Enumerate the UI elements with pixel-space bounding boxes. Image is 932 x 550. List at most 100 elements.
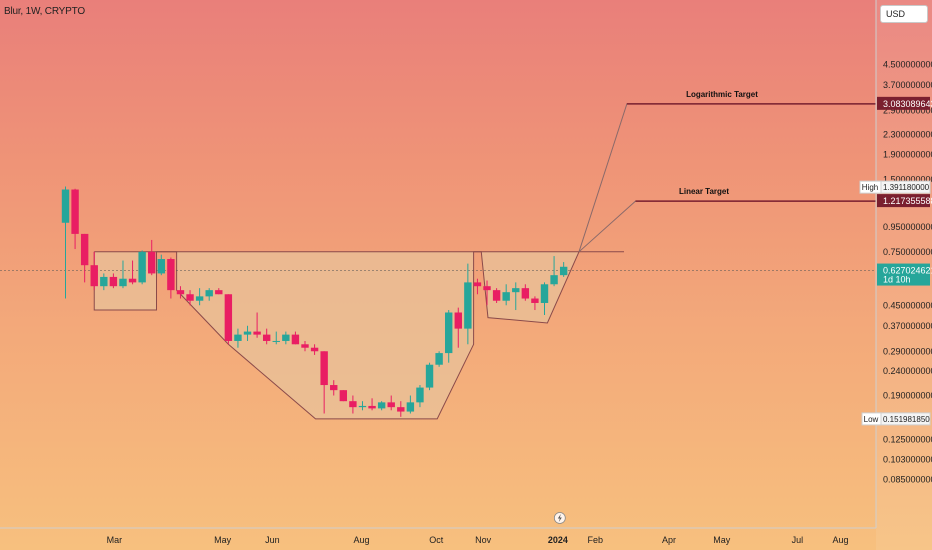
linear-target-path (578, 200, 876, 253)
cup-pattern-outline (93, 251, 580, 420)
candle-body (483, 286, 491, 291)
candle-body (224, 294, 233, 341)
candle-body (416, 387, 424, 403)
candle-body (176, 290, 185, 295)
candle-body (167, 259, 175, 291)
linear-target-tag: 1.217355588 (883, 196, 932, 206)
candle-body (397, 407, 405, 412)
candle-body (464, 282, 472, 329)
candle-body (512, 288, 520, 293)
candle-body (109, 276, 118, 287)
candle-body (186, 294, 194, 301)
x-tick-label: 2024 (548, 535, 568, 545)
log-target-tag-bg (877, 96, 930, 110)
high-label: High (862, 183, 878, 192)
currency-button[interactable]: USD (880, 5, 928, 23)
candle-body (406, 402, 415, 412)
y-tick-label: 0.125000000 (883, 434, 932, 444)
y-tick-label: 0.103000000 (883, 455, 932, 465)
candle-body (215, 290, 223, 295)
y-tick-label: 0.950000000 (883, 222, 932, 232)
x-tick-label: May (713, 535, 731, 545)
candle-body (90, 265, 98, 287)
x-tick-label: Jun (265, 535, 280, 545)
x-tick-label: Jul (792, 535, 804, 545)
candle-body (80, 233, 89, 266)
candle-body (540, 284, 549, 303)
candle-body (301, 344, 309, 348)
candle-body (291, 334, 300, 345)
low-label: Low (864, 415, 879, 424)
candle-body (387, 402, 395, 408)
candle-body (473, 282, 482, 287)
candle-body (205, 290, 213, 297)
candles-group (61, 186, 568, 417)
x-tick-label: Aug (833, 535, 849, 545)
candle-body (559, 266, 568, 276)
y-tick-label: 0.450000000 (883, 300, 932, 310)
candle-body (368, 405, 376, 409)
chart-title: Blur, 1W, CRYPTO (4, 6, 85, 17)
candle-body (377, 402, 386, 409)
y-tick-label: 0.085000000 (883, 475, 932, 485)
log-target-tag: 3.083089643 (883, 99, 932, 109)
candle-body (435, 353, 443, 365)
candle-body (61, 189, 70, 223)
candle-body (262, 334, 271, 341)
log-target-path (578, 103, 876, 252)
candle-body (502, 292, 510, 301)
y-tick-label: 0.290000000 (883, 346, 932, 356)
log-target-label: Logarithmic Target (686, 90, 758, 99)
y-tick-label: 1.500000000 (883, 174, 932, 184)
candle-body (330, 385, 338, 391)
candle-body (425, 364, 434, 388)
candle-body (339, 390, 348, 402)
candle-body (195, 296, 204, 301)
y-tick-label: 0.750000000 (883, 247, 932, 257)
x-tick-label: Aug (354, 535, 370, 545)
y-tick-label: 0.240000000 (883, 366, 932, 376)
y-tick-label: 1.900000000 (883, 150, 932, 160)
y-tick-label: 2.300000000 (883, 130, 932, 140)
low-label-bg (861, 412, 882, 426)
candle-body (445, 312, 453, 354)
cup-pattern-area (94, 251, 579, 419)
y-tick-label: 0.370000000 (883, 321, 932, 331)
candle-body (272, 340, 280, 342)
candle-body (71, 189, 79, 234)
linear-target-label: Linear Target (679, 187, 729, 196)
high-label-bg (859, 180, 882, 194)
candle-body (119, 278, 127, 287)
y-tick-label: 0.190000000 (883, 391, 932, 401)
x-tick-label: Mar (107, 535, 123, 545)
candle-body (243, 331, 252, 335)
candle-body (349, 401, 357, 408)
candle-body (320, 351, 328, 386)
x-tick-label: May (214, 535, 232, 545)
y-tick-label: 2.900000000 (883, 105, 932, 115)
countdown-tag: 1d 10h (883, 275, 911, 285)
y-tick-label: 4.500000000 (883, 59, 932, 69)
current-price-tag: 0.627024621 (883, 266, 932, 276)
y-tick-label: 3.700000000 (883, 80, 932, 90)
candle-body (454, 312, 462, 329)
candle-body (310, 347, 319, 352)
candle-body (358, 405, 367, 408)
candle-body (100, 276, 108, 287)
candle-body (492, 290, 501, 301)
candle-body (282, 334, 290, 341)
candle-body (157, 259, 165, 274)
x-tick-label: Feb (588, 535, 604, 545)
candle-body (550, 275, 558, 285)
high-value: 1.391180000 (883, 183, 930, 192)
x-tick-label: Oct (429, 535, 444, 545)
candle-body (531, 298, 539, 303)
candle-body (521, 288, 530, 299)
candle-body (128, 278, 137, 283)
candle-body (253, 331, 261, 335)
candle-body (148, 251, 156, 274)
linear-target-tag-bg (877, 194, 930, 208)
lightning-glyph (557, 514, 562, 522)
